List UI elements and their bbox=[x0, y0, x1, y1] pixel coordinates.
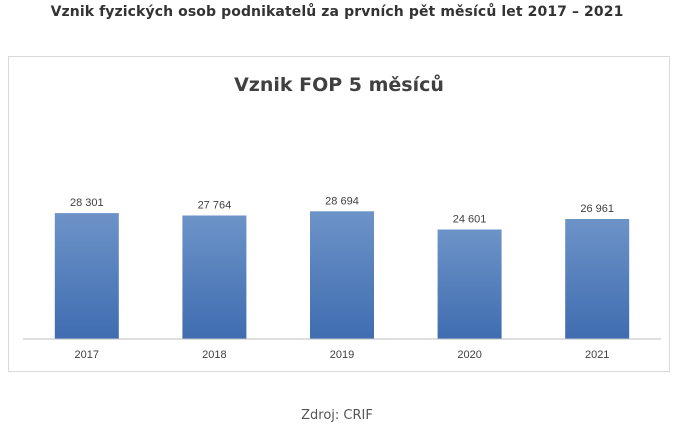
x-tick-label-2020: 2020 bbox=[457, 349, 481, 361]
bar-2019 bbox=[310, 211, 374, 339]
page-heading: Vznik fyzických osob podnikatelů za prvn… bbox=[50, 4, 624, 20]
chart-container: Vznik FOP 5 měsíců 28 301 2017 27 764 2018 2… bbox=[8, 56, 670, 372]
data-label-2018: 27 764 bbox=[198, 200, 232, 212]
x-tick-label-2021: 2021 bbox=[585, 349, 609, 361]
x-tick-label-2019: 2019 bbox=[330, 349, 354, 361]
bar-chart: Vznik FOP 5 měsíců 28 301 2017 27 764 2018 2… bbox=[23, 73, 661, 361]
bar-2021 bbox=[565, 219, 630, 339]
data-label-2019: 28 694 bbox=[325, 195, 359, 207]
data-label-2020: 24 601 bbox=[453, 214, 487, 226]
bar-2020 bbox=[437, 229, 502, 339]
x-tick-label-2017: 2017 bbox=[75, 349, 99, 361]
source-note: Zdroj: CRIF bbox=[301, 408, 373, 423]
bar-2017 bbox=[54, 213, 119, 339]
chart-title: Vznik FOP 5 měsíců bbox=[234, 73, 444, 96]
data-label-2021: 26 961 bbox=[580, 203, 614, 215]
x-tick-label-2018: 2018 bbox=[202, 349, 226, 361]
data-label-2017: 28 301 bbox=[70, 197, 104, 209]
bar-2018 bbox=[182, 215, 247, 339]
